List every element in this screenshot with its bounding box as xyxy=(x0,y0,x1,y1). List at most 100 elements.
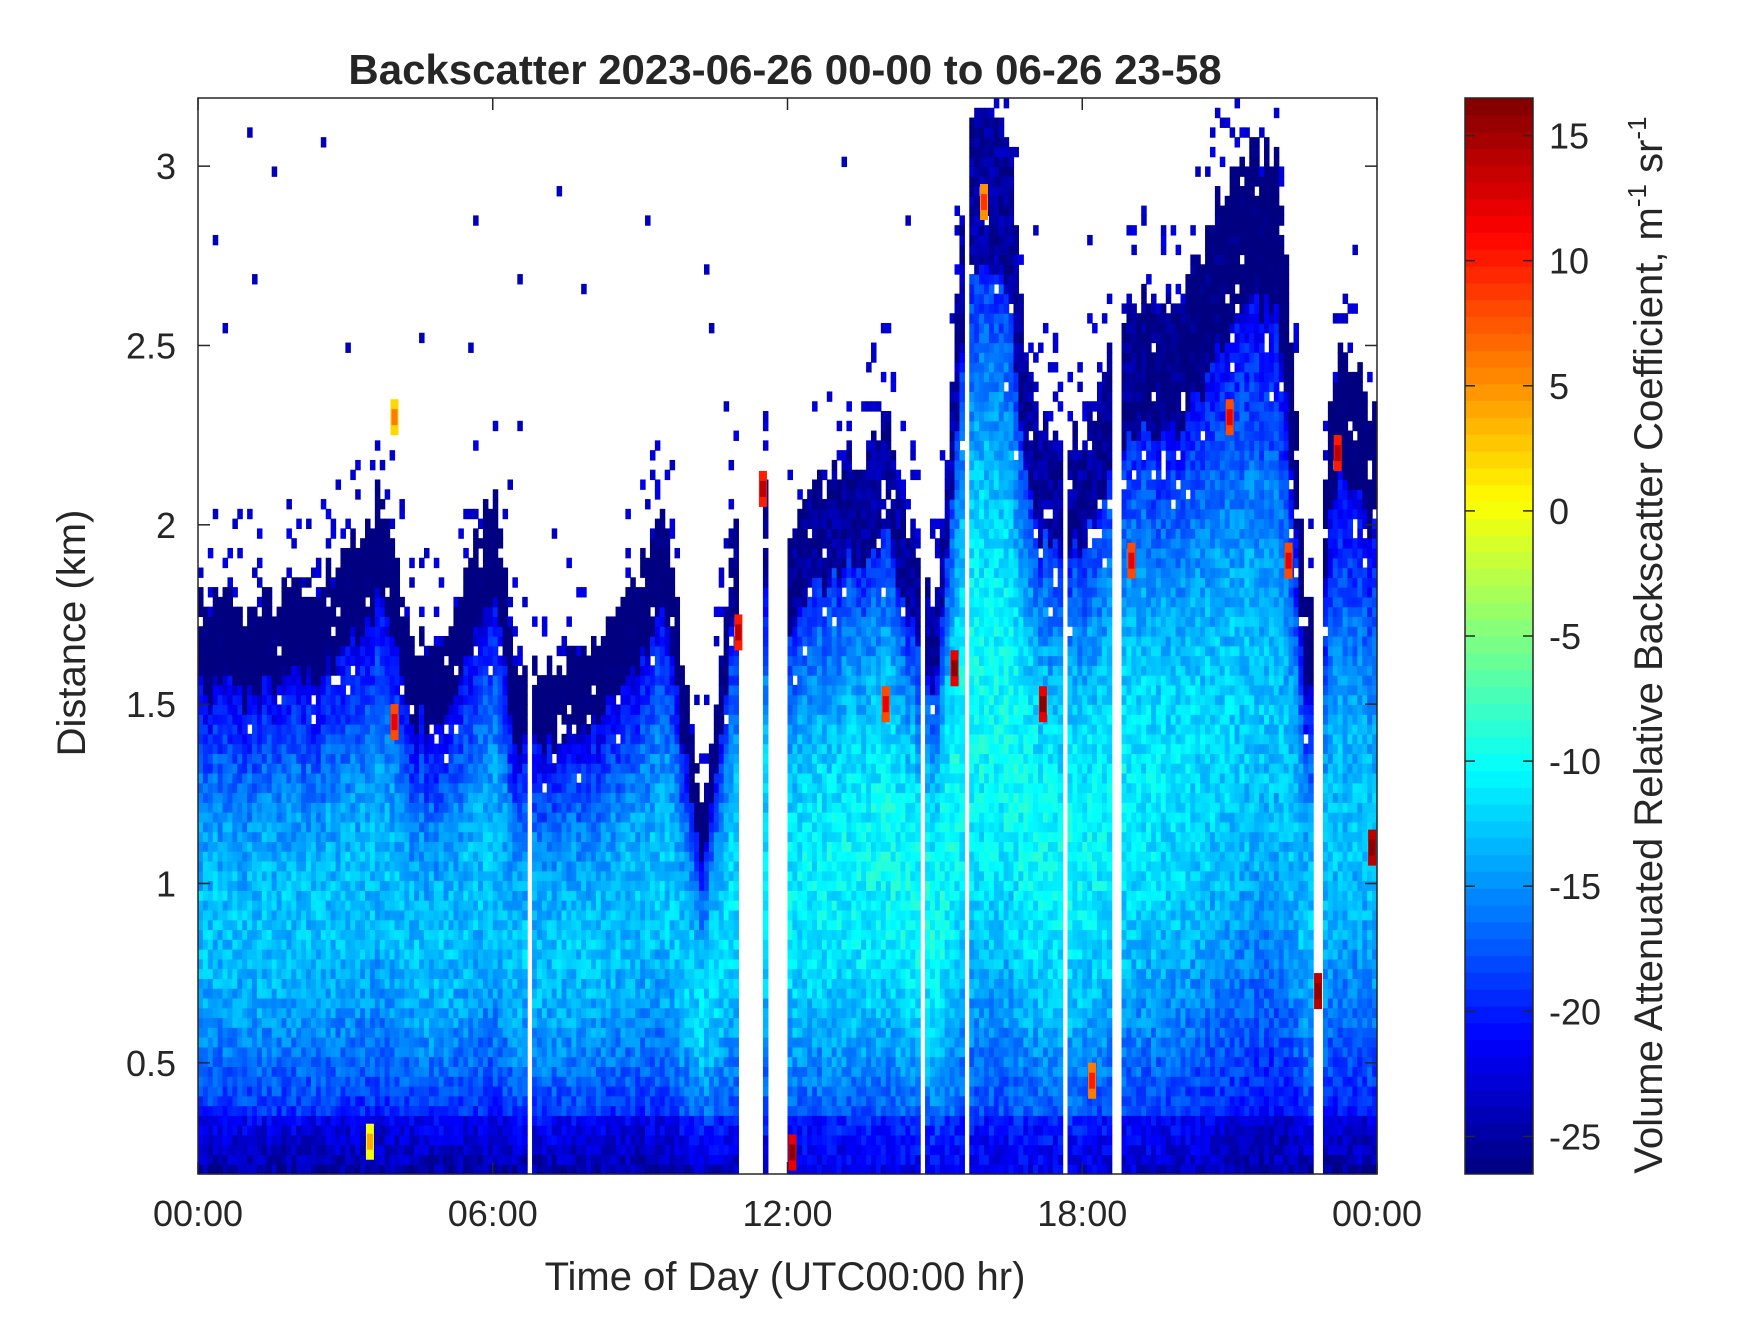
heatmap-cell xyxy=(345,645,351,657)
heatmap-cell xyxy=(296,733,302,745)
heatmap-cell xyxy=(586,812,592,823)
heatmap-cell xyxy=(227,939,233,950)
heatmap-cell xyxy=(487,704,494,715)
heatmap-cell xyxy=(369,1105,376,1116)
heatmap-cell xyxy=(242,821,248,833)
heatmap-cell xyxy=(576,909,582,921)
heatmap-cell xyxy=(492,547,499,559)
heatmap-cell xyxy=(247,626,253,637)
heatmap-cell xyxy=(610,870,617,882)
heatmap-cell xyxy=(389,616,396,627)
heatmap-cell xyxy=(532,851,538,862)
heatmap-cell xyxy=(409,919,415,931)
heatmap-cell xyxy=(345,997,351,1009)
heatmap-cell xyxy=(266,831,273,843)
heatmap-cell xyxy=(453,939,459,950)
heatmap-cell xyxy=(487,1066,494,1077)
heatmap-cell xyxy=(301,1017,307,1028)
heatmap-cell xyxy=(541,1154,548,1165)
heatmap-cell xyxy=(330,909,337,921)
heatmap-cell xyxy=(492,557,499,569)
heatmap-cell xyxy=(394,909,401,921)
heatmap-cell xyxy=(217,1105,224,1116)
heatmap-cell xyxy=(561,1095,568,1107)
heatmap-cell xyxy=(330,763,337,774)
heatmap-cell xyxy=(389,665,396,676)
heatmap-cell xyxy=(198,1056,204,1067)
heatmap-cell xyxy=(306,870,312,882)
heatmap-cell xyxy=(502,675,509,686)
heatmap-cell xyxy=(448,1056,455,1067)
heatmap-cell xyxy=(384,1007,391,1019)
heatmap-cell xyxy=(492,1027,499,1038)
heatmap-cell xyxy=(276,909,283,921)
heatmap-cell xyxy=(517,1134,523,1146)
heatmap-cell xyxy=(212,968,219,979)
heatmap-cell xyxy=(502,860,509,872)
heatmap-cell xyxy=(286,655,292,666)
heatmap-cell xyxy=(330,821,337,833)
heatmap-cell xyxy=(571,645,577,657)
heatmap-cell xyxy=(296,929,302,940)
heatmap-cell xyxy=(291,1164,297,1175)
heatmap-cell xyxy=(247,1134,253,1146)
heatmap-cell xyxy=(414,929,420,940)
heatmap-cell xyxy=(512,900,518,911)
heatmap-cell xyxy=(419,606,425,618)
heatmap-cell xyxy=(237,782,243,794)
heatmap-cell xyxy=(335,841,342,852)
heatmap-cell xyxy=(517,792,523,803)
heatmap-cell xyxy=(350,812,356,823)
heatmap-cell xyxy=(492,860,499,872)
heatmap-cell xyxy=(497,557,504,569)
heatmap-cell xyxy=(581,880,587,891)
heatmap-cell xyxy=(198,968,204,979)
heatmap-cell xyxy=(291,655,297,666)
heatmap-cell xyxy=(365,704,371,715)
heatmap-cell xyxy=(546,1095,553,1107)
heatmap-cell xyxy=(468,958,474,970)
heatmap-cell xyxy=(242,949,248,960)
heatmap-cell xyxy=(286,782,292,794)
heatmap-cell xyxy=(517,743,523,754)
heatmap-cell xyxy=(423,665,430,676)
heatmap-cell xyxy=(350,1095,356,1107)
heatmap-cell xyxy=(360,851,366,862)
heatmap-cell xyxy=(237,929,243,940)
heatmap-cell xyxy=(198,1066,204,1077)
heatmap-cell xyxy=(482,587,489,598)
heatmap-cell xyxy=(222,587,229,598)
heatmap-cell xyxy=(350,733,356,745)
heatmap-cell xyxy=(492,870,499,882)
heatmap-cell xyxy=(355,900,361,911)
heatmap-cell xyxy=(306,821,312,833)
heatmap-cell xyxy=(409,1007,415,1019)
heatmap-cell xyxy=(502,714,509,725)
heatmap-cell xyxy=(232,997,238,1009)
heatmap-cell xyxy=(310,821,317,833)
heatmap-cell xyxy=(433,880,440,891)
heatmap-cell xyxy=(394,1085,401,1097)
heatmap-cell xyxy=(281,851,288,862)
heatmap-cell xyxy=(541,763,548,774)
heatmap-cell xyxy=(448,929,455,940)
heatmap-cell xyxy=(222,724,229,735)
heatmap-cell xyxy=(433,1076,440,1087)
heatmap-cell xyxy=(330,704,337,715)
heatmap-cell xyxy=(301,724,307,735)
heatmap-cell xyxy=(399,508,405,520)
heatmap-cell xyxy=(591,675,597,686)
heatmap-cell xyxy=(222,655,229,666)
heatmap-cell xyxy=(384,547,391,559)
heatmap-cell xyxy=(345,1164,351,1175)
heatmap-cell xyxy=(296,587,302,598)
heatmap-cell xyxy=(252,812,258,823)
heatmap-cell xyxy=(399,743,405,754)
heatmap-cell xyxy=(207,1037,214,1048)
heatmap-cell xyxy=(374,1046,381,1058)
heatmap-cell xyxy=(237,665,243,676)
heatmap-cell xyxy=(320,812,327,823)
heatmap-cell xyxy=(453,802,459,813)
heatmap-cell xyxy=(384,694,391,706)
heatmap-cell xyxy=(428,1017,435,1028)
